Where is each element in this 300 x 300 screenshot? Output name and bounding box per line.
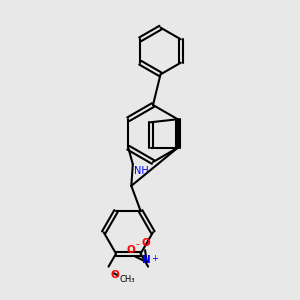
Text: O: O xyxy=(141,238,150,248)
Text: O: O xyxy=(110,270,119,280)
Text: O: O xyxy=(127,244,135,255)
Text: -: - xyxy=(136,239,140,250)
Text: NH: NH xyxy=(134,166,149,176)
Text: CH₃: CH₃ xyxy=(120,275,135,284)
Text: +: + xyxy=(151,254,158,263)
Text: N: N xyxy=(142,255,151,265)
